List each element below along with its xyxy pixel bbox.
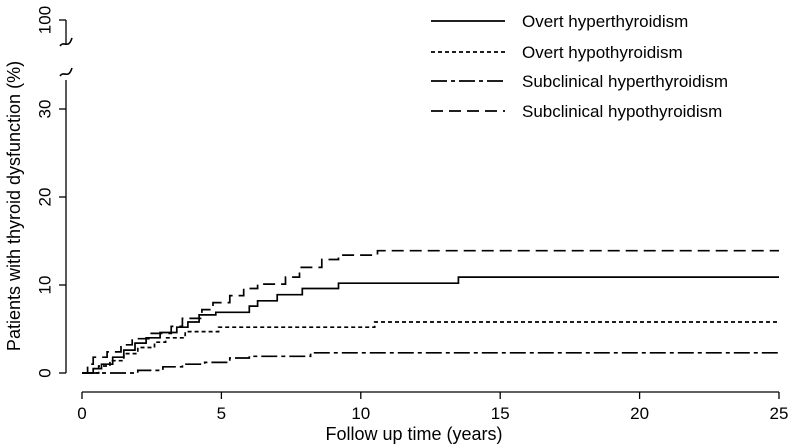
- series-line-subclinical-hypothyroidism: [82, 249, 779, 374]
- y-tick-label-30: 30: [35, 100, 54, 119]
- x-tick-label-20: 20: [630, 404, 649, 423]
- x-tick-label-15: 15: [491, 404, 510, 423]
- y-tick-label-0: 0: [35, 368, 54, 377]
- y-axis-break-mark-lower: [59, 67, 73, 77]
- x-tick-label-5: 5: [217, 404, 226, 423]
- y-tick-label-10: 10: [35, 276, 54, 295]
- legend-label-subclinical-hypothyroidism: Subclinical hypothyroidism: [522, 102, 722, 121]
- legend: Overt hyperthyroidism Overt hypothyroidis…: [431, 12, 728, 121]
- y-tick-label-20: 20: [35, 188, 54, 207]
- x-tick-label-10: 10: [351, 404, 370, 423]
- y-axis-break-mark-upper: [59, 37, 73, 47]
- y-axis-title: Patients with thyroid dysfunction (%): [4, 61, 24, 351]
- y-tick-label-100: 100: [35, 6, 54, 34]
- series-line-subclinical-hyperthyroidism: [82, 351, 779, 374]
- series-layer: [82, 249, 779, 374]
- axes: 0 5 10 15 20 25 0 10 20 30 100: [35, 6, 788, 423]
- legend-label-overt-hypothyroidism: Overt hypothyroidism: [522, 43, 683, 62]
- legend-label-overt-hyperthyroidism: Overt hyperthyroidism: [522, 12, 688, 31]
- legend-label-subclinical-hyperthyroidism: Subclinical hyperthyroidism: [522, 72, 728, 91]
- series-line-overt-hyperthyroidism: [82, 276, 779, 374]
- x-tick-label-0: 0: [77, 404, 86, 423]
- series-line-overt-hypothyroidism: [82, 321, 779, 374]
- x-tick-label-25: 25: [770, 404, 789, 423]
- x-axis-title: Follow up time (years): [325, 424, 502, 444]
